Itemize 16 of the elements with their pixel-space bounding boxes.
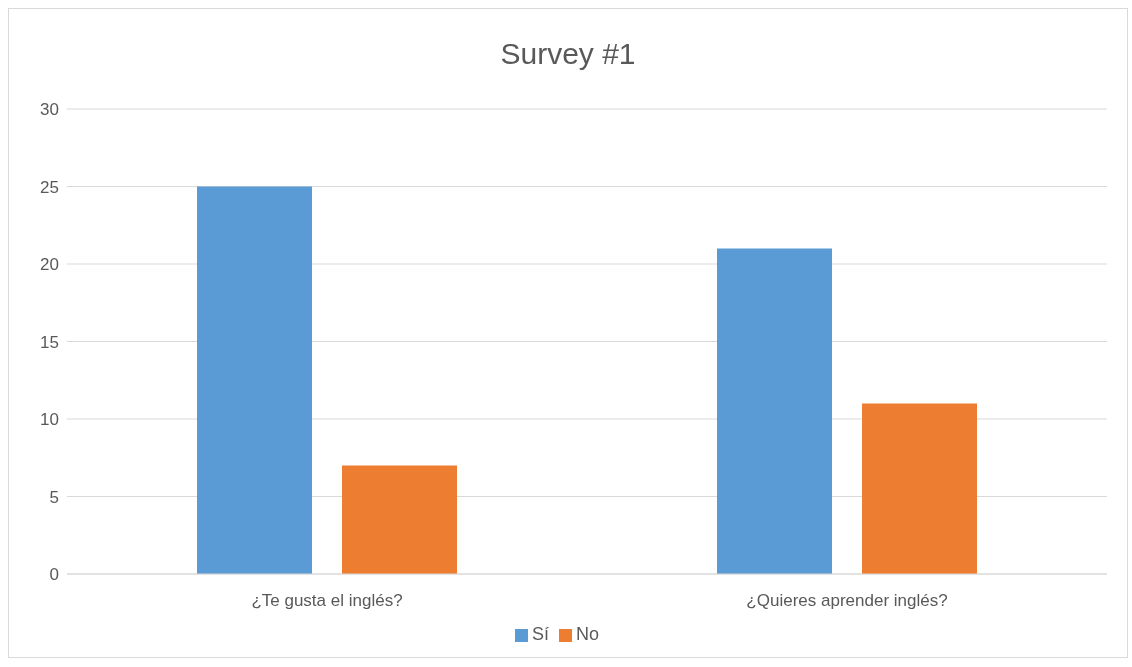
x-tick-label: ¿Te gusta el inglés? [251, 591, 403, 611]
y-tick-label: 5 [49, 487, 59, 507]
y-tick-label: 10 [40, 410, 59, 430]
y-tick-label: 25 [40, 177, 59, 197]
x-tick-label: ¿Quieres aprender inglés? [746, 591, 948, 611]
bar [862, 403, 977, 574]
legend-label: No [576, 624, 600, 644]
y-tick-label: 30 [40, 100, 59, 120]
bar [342, 465, 457, 574]
bar [717, 248, 832, 574]
chart-title: Survey #1 [499, 36, 637, 72]
y-tick-label: 20 [40, 255, 59, 275]
legend-label: Sí [531, 624, 549, 644]
y-tick-label: 15 [40, 332, 59, 352]
bar [197, 186, 312, 574]
y-tick-label: 0 [49, 565, 59, 585]
